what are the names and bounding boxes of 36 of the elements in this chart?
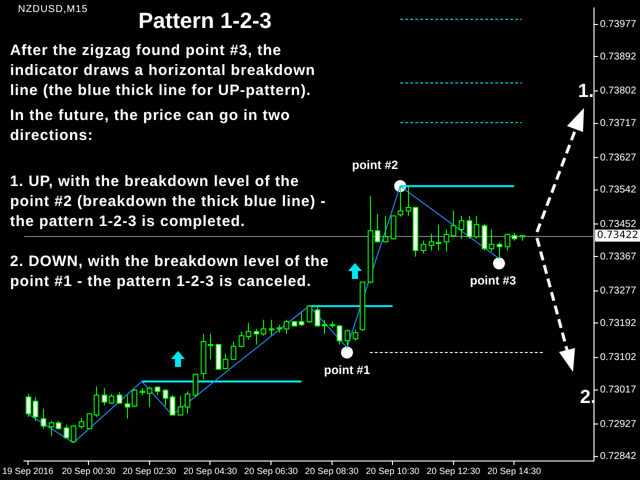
annotation: NZDUSD,M15: [18, 4, 88, 16]
chart-title: Pattern 1-2-3: [137, 8, 273, 34]
y-tick-label: 0.73542: [600, 184, 637, 196]
annotation: 1.: [578, 81, 594, 102]
x-tick-label: 20 Sep 08:30: [305, 466, 359, 476]
y-tick-label: 0.73017: [600, 384, 637, 396]
ref-line-label: 0.73422: [597, 230, 638, 242]
y-tick-label: 0.73892: [600, 51, 637, 62]
annotation: point #1: [324, 362, 370, 377]
point: [493, 257, 505, 270]
point: [341, 346, 353, 359]
y-tick-label: 0.73277: [600, 286, 637, 297]
x-tick-label: 19 Sep 2016: [2, 466, 54, 476]
y-tick-label: 0.73452: [600, 218, 637, 230]
annotation: point #2: [352, 157, 398, 174]
x-tick-label: 20 Sep 06:30: [244, 466, 298, 476]
annotation: In the future, the price can go in two directions:: [10, 106, 292, 146]
y-tick-label: 0.73627: [600, 152, 637, 164]
y-tick-label: 0.73977: [600, 19, 637, 30]
y-tick-label: 0.73717: [600, 118, 637, 130]
y-tick-label: 0.72842: [600, 451, 637, 462]
y-tick-label: 0.73802: [600, 86, 637, 97]
x-tick-label: 20 Sep 12:30: [426, 466, 480, 476]
x-tick-label: 20 Sep 02:30: [122, 466, 176, 476]
x-tick-label: 20 Sep 04:30: [183, 466, 237, 476]
x-tick-label: 20 Sep 10:30: [366, 466, 420, 476]
annotation: 2. DOWN, with the breakdown level of the point #1 - the pattern 1-2-3 is canceled.: [10, 252, 330, 292]
y-tick-label: 0.72927: [600, 418, 637, 430]
x-tick-label: 20 Sep 00:30: [62, 466, 116, 476]
y-tick-label: 0.73102: [600, 352, 637, 364]
x-tick-label: 20 Sep 14:30: [487, 466, 541, 476]
annotation: point #3: [470, 274, 516, 288]
y-tick-label: 0.73367: [600, 251, 637, 262]
y-tick-label: 0.73192: [600, 318, 637, 329]
annotation: After the zigzag found point #3, the indicator draws a horizontal breakdown line (the blue thick line for UP-pattern).: [10, 41, 316, 101]
annotation: 1. UP, with the breakdown level of the point #2 (breakdown the thick blue line) - the pattern 1-2-3 is completed.: [10, 172, 328, 232]
